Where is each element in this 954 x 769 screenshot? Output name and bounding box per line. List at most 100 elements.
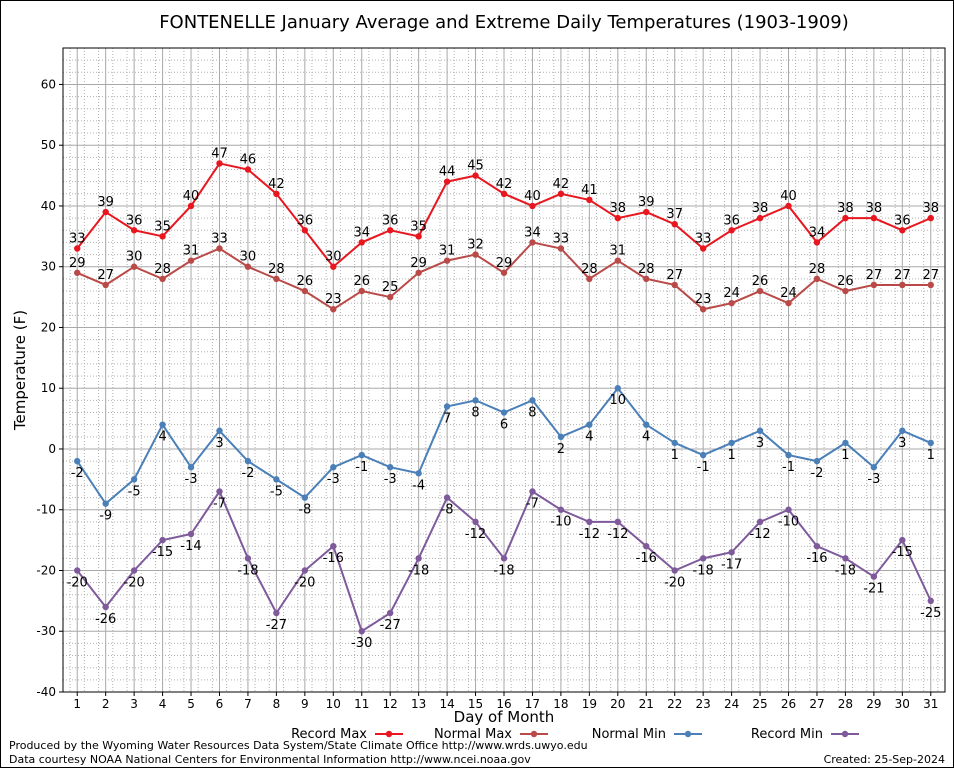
data-label: 36 <box>297 213 314 228</box>
data-point <box>870 573 878 580</box>
data-point <box>557 433 565 441</box>
data-point <box>699 306 707 313</box>
legend-item: Record Max <box>291 727 403 742</box>
data-label: -10 <box>550 515 571 530</box>
data-label: 40 <box>524 189 541 204</box>
data-point <box>899 427 906 434</box>
y-tick-label: 0 <box>48 442 56 456</box>
x-tick-label: 29 <box>866 697 881 711</box>
data-point <box>557 190 565 198</box>
x-tick-label: 6 <box>216 697 224 711</box>
x-tick-label: 26 <box>781 697 796 711</box>
data-label: 29 <box>410 256 427 271</box>
data-label: 28 <box>581 262 598 277</box>
data-label: 33 <box>69 231 86 246</box>
data-point <box>273 609 280 617</box>
data-label: 45 <box>467 159 484 174</box>
data-label: 46 <box>240 153 257 168</box>
data-point <box>529 488 536 495</box>
data-label: -7 <box>526 497 539 512</box>
data-point <box>699 245 707 252</box>
data-point <box>472 518 479 526</box>
data-label: -27 <box>380 618 401 633</box>
data-label: -18 <box>237 563 258 578</box>
data-label: 31 <box>610 244 627 259</box>
data-label: 4 <box>642 430 650 445</box>
data-point <box>159 233 166 240</box>
data-label: -12 <box>607 527 628 542</box>
data-point <box>358 451 365 459</box>
data-label: 29 <box>496 256 513 271</box>
y-tick-label: 40 <box>41 199 56 213</box>
data-label: 7 <box>443 411 451 426</box>
data-point <box>756 518 764 526</box>
data-label: -18 <box>693 563 714 578</box>
data-point <box>785 506 792 513</box>
data-label: 32 <box>467 238 484 253</box>
legend-label: Record Min <box>751 727 823 742</box>
data-point <box>500 269 508 276</box>
data-point <box>330 263 337 270</box>
data-point <box>301 567 309 574</box>
data-point <box>386 293 394 301</box>
data-point <box>870 281 878 289</box>
data-point <box>785 299 792 307</box>
data-point <box>699 555 707 562</box>
data-label: -8 <box>298 503 311 518</box>
data-label: 6 <box>500 418 508 433</box>
legend-swatch-marker <box>841 730 849 738</box>
data-label: 37 <box>666 207 683 222</box>
data-label: 40 <box>780 189 797 204</box>
data-point <box>671 439 678 447</box>
data-point <box>927 439 934 447</box>
data-label: 38 <box>610 201 627 216</box>
data-point <box>756 427 764 434</box>
data-point <box>216 488 223 495</box>
footer-created-date: Created: 25-Sep-2024 <box>824 753 945 766</box>
x-tick-label: 5 <box>187 697 195 711</box>
data-label: -2 <box>241 466 254 481</box>
data-label: 28 <box>268 262 285 277</box>
data-point <box>443 403 451 410</box>
data-label: 8 <box>471 405 479 420</box>
data-label: 35 <box>154 219 171 234</box>
data-point <box>244 263 252 270</box>
data-label: 27 <box>97 268 114 283</box>
data-point <box>216 160 223 167</box>
data-label: 26 <box>837 274 854 289</box>
data-point <box>927 597 934 605</box>
data-point <box>102 603 109 611</box>
data-point <box>899 227 906 234</box>
data-label: -10 <box>778 515 799 530</box>
data-label: -17 <box>721 557 742 572</box>
data-label: 36 <box>382 213 399 228</box>
data-point <box>500 409 508 416</box>
data-point <box>358 628 365 635</box>
data-label: 24 <box>723 286 740 301</box>
y-tick-label: -10 <box>36 503 56 517</box>
data-label: -27 <box>266 618 287 633</box>
data-point <box>728 439 735 447</box>
data-label: -20 <box>664 575 685 590</box>
x-tick-label: 22 <box>667 697 682 711</box>
data-point <box>614 214 622 222</box>
data-point <box>813 457 821 465</box>
legend: Record Max Normal Max Normal Min Record Min <box>291 727 859 742</box>
data-point <box>899 281 906 289</box>
data-label: 28 <box>638 262 655 277</box>
data-point <box>500 555 508 562</box>
data-label: 35 <box>410 219 427 234</box>
data-label: 39 <box>97 195 114 210</box>
y-tick-label: 60 <box>41 77 56 91</box>
data-point <box>756 214 764 222</box>
data-point <box>557 245 565 252</box>
y-tick-label: -30 <box>36 624 56 638</box>
data-label: 4 <box>158 430 166 445</box>
data-point <box>102 208 109 216</box>
data-point <box>813 239 821 246</box>
data-point <box>187 464 195 471</box>
data-label: 4 <box>585 430 593 445</box>
